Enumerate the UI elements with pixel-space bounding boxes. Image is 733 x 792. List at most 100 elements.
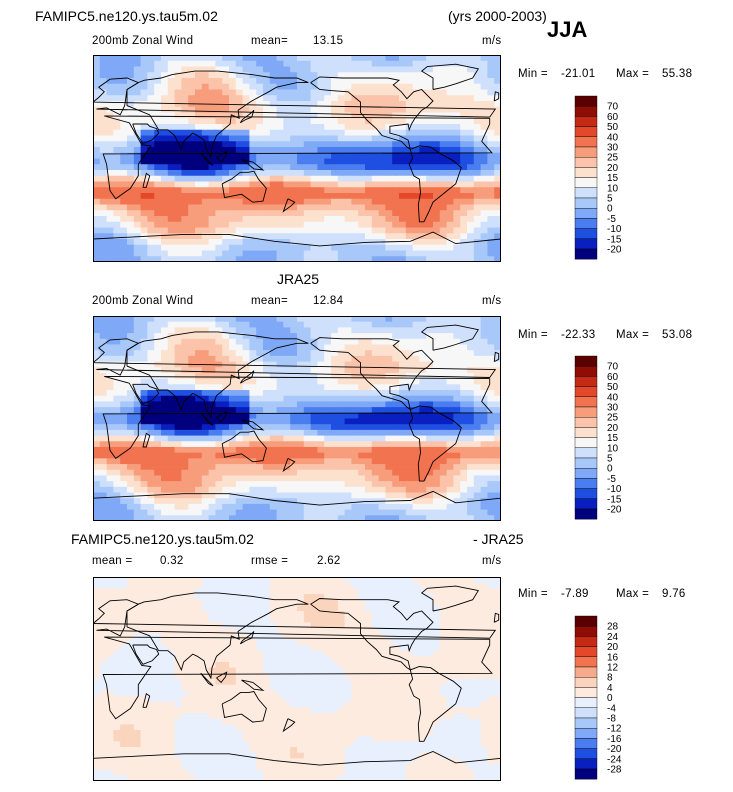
jra25-map-cell <box>426 435 434 442</box>
jra25-map-cell <box>140 361 148 368</box>
jra25-map-cell <box>161 350 169 357</box>
jra25-map-cell <box>371 412 380 420</box>
jra25-map-cell <box>392 372 400 380</box>
jra25-map-cell <box>263 452 271 459</box>
jra25-map-cell <box>174 344 182 351</box>
difference-map-cell <box>473 582 482 589</box>
panel1-variable-label: 200mb Zonal Wind <box>92 35 194 47</box>
jra25-map-cell <box>439 435 448 442</box>
jra25-map-cell <box>331 378 339 385</box>
difference-map-cell <box>351 605 359 612</box>
jra25-map-cell <box>290 441 298 448</box>
jra25-map-cell <box>331 338 339 346</box>
model-map-cell <box>201 124 210 131</box>
difference-map-cell <box>480 594 488 601</box>
jra25-map-cell <box>310 401 318 408</box>
model-map-cell <box>93 227 101 234</box>
jra25-map-cell <box>303 424 312 431</box>
model-map-cell <box>487 89 495 96</box>
model-map-cell <box>385 141 393 148</box>
jra25-map-cell <box>256 515 264 521</box>
difference-map-cell <box>269 588 278 595</box>
model-map-cell <box>229 210 237 217</box>
model-map-cell <box>99 101 108 108</box>
jra25-map-cell <box>127 492 135 499</box>
model-map-cell <box>487 152 495 160</box>
model-map-cell <box>154 175 162 183</box>
jra25-map-cell <box>283 395 291 403</box>
model-map-cell <box>106 193 114 200</box>
model-map-cell <box>242 72 250 79</box>
model-map-cell <box>412 198 420 206</box>
jra25-map-cell <box>365 327 373 334</box>
jra25-map-cell <box>446 469 454 477</box>
jra25-map-cell <box>167 344 176 351</box>
difference-map-cell <box>249 622 257 629</box>
model-map-cell <box>371 250 380 257</box>
model-map-cell <box>181 124 189 131</box>
difference-map-cell <box>290 599 298 606</box>
jra25-map-cell <box>317 384 325 391</box>
jra25-map-cell <box>93 344 101 351</box>
model-map-cell <box>412 227 420 234</box>
model-map-cell <box>222 106 230 114</box>
difference-map-cell <box>99 582 108 589</box>
jra25-map-cell <box>426 390 434 397</box>
jra25-map-cell <box>229 390 237 397</box>
model-map-cell <box>201 152 210 160</box>
jra25-map-cell <box>405 446 414 454</box>
model-map-cell <box>467 118 475 125</box>
model-map-cell <box>201 55 210 62</box>
model-map-cell <box>120 66 128 73</box>
model-map-cell <box>310 152 318 160</box>
model-map-cell <box>371 106 380 114</box>
jra25-map-cell <box>473 372 482 380</box>
jra25-map-cell <box>344 316 352 323</box>
model-map-cell <box>337 60 346 68</box>
jra25-map-cell <box>256 475 264 482</box>
difference-map-cell <box>344 622 352 629</box>
jra25-map-cell <box>344 475 352 482</box>
jra25-map-cell <box>147 435 155 442</box>
model-map-cell <box>188 55 196 62</box>
model-map-cell <box>140 198 148 206</box>
model-map-cell <box>487 244 495 252</box>
jra25-map-cell <box>154 446 162 454</box>
model-map-cell <box>460 106 468 114</box>
model-map-cell <box>324 181 332 188</box>
model-map-cell <box>147 152 155 160</box>
model-map-cell <box>93 141 101 148</box>
model-map-cell <box>460 89 468 96</box>
jra25-map-cell <box>453 424 461 431</box>
jra25-map-cell <box>412 435 420 442</box>
jra25-map-cell <box>256 435 264 442</box>
jra25-map-cell <box>487 412 495 420</box>
jra25-map-cell <box>446 486 454 494</box>
model-map-cell <box>208 204 216 211</box>
model-map-cell <box>93 164 101 171</box>
jra25-map-cell <box>242 492 250 499</box>
model-map-cell <box>371 118 380 125</box>
model-map-cell <box>99 204 108 211</box>
jra25-map-cell <box>405 327 414 334</box>
model-map-cell <box>99 221 108 229</box>
model-map-cell <box>161 118 169 125</box>
model-map-cell <box>222 193 230 200</box>
difference-map-cell <box>426 628 434 635</box>
model-map-cell <box>378 193 386 200</box>
jra25-map-cell <box>453 492 461 499</box>
difference-map-cell <box>106 577 114 584</box>
jra25-map-cell <box>195 350 203 357</box>
difference-map-cell <box>263 599 271 606</box>
jra25-map-cell <box>283 464 291 471</box>
jra25-map-cell <box>331 458 339 465</box>
difference-map-cell <box>256 616 264 623</box>
model-map-cell <box>399 141 407 148</box>
model-map-cell <box>303 141 312 148</box>
jra25-map-cell <box>208 418 216 425</box>
model-map-cell <box>351 89 359 96</box>
model-map-cell <box>337 158 346 165</box>
jra25-map-cell <box>167 372 176 380</box>
jra25-map-cell <box>93 464 101 471</box>
model-map-cell <box>480 95 488 102</box>
